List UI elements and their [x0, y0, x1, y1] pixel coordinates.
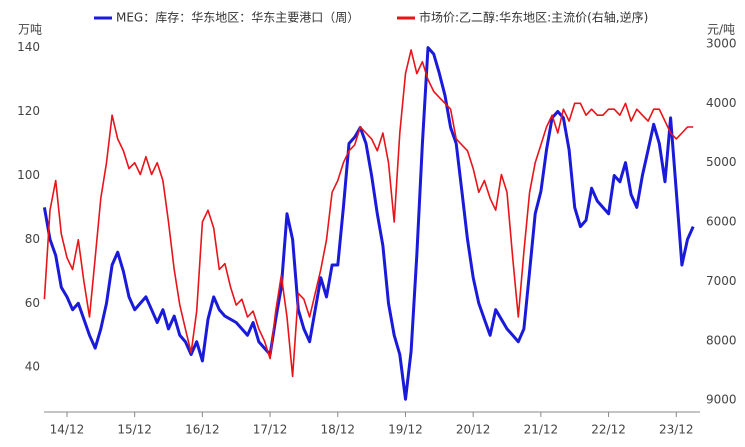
y-tick-label: 40 [25, 360, 40, 374]
y-axis-title: 万吨 [18, 23, 42, 37]
series-line [43, 49, 694, 378]
legend-label: 市场价:乙二醇:华东地区:主流价(右轴,逆序) [419, 10, 648, 25]
series-line [42, 46, 695, 401]
x-tick-label: 16/12 [185, 423, 220, 437]
legend-label: MEG：库存：华东地区：华东主要港口（周） [116, 10, 359, 25]
x-tick-label: 22/12 [591, 423, 626, 437]
x-tick-label: 18/12 [320, 423, 355, 437]
x-tick-label: 17/12 [253, 423, 288, 437]
y2-axis-title: 元/吨 [707, 23, 735, 37]
x-tick-label: 20/12 [456, 423, 491, 437]
y-tick-label: 120 [17, 104, 40, 118]
y-tick-label: 60 [25, 296, 40, 310]
y-tick-label: 80 [25, 232, 40, 246]
x-tick-label: 23/12 [659, 423, 694, 437]
y2-tick-label: 7000 [706, 274, 737, 288]
x-tick-label: 21/12 [524, 423, 559, 437]
y2-tick-label: 4000 [706, 96, 737, 110]
x-tick-label: 19/12 [388, 423, 423, 437]
y2-tick-label: 5000 [706, 155, 737, 169]
x-tick-label: 15/12 [117, 423, 152, 437]
y-tick-label: 100 [17, 168, 40, 182]
y2-tick-label: 9000 [706, 393, 737, 407]
y2-tick-label: 3000 [706, 36, 737, 50]
x-tick-label: 14/12 [50, 423, 85, 437]
y2-tick-label: 8000 [706, 333, 737, 347]
y2-tick-label: 6000 [706, 215, 737, 229]
y-tick-label: 140 [17, 40, 40, 54]
